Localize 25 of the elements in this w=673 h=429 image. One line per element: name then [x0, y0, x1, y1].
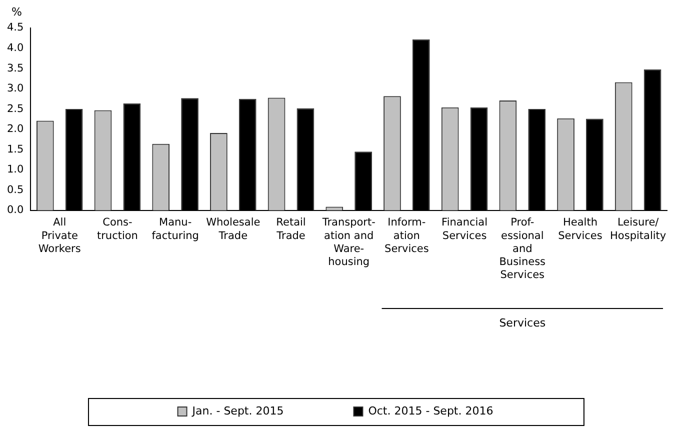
x-tick-label: Wholesale Trade [206, 216, 260, 242]
x-tick-label: Prof- essional and Business Services [499, 216, 546, 282]
y-axis-title: % [11, 5, 22, 18]
x-tick-label: Inform- ation Services [384, 216, 429, 255]
text: Services [499, 316, 546, 330]
y-tick-label: 3.0 [6, 82, 24, 95]
y-tick-label: 1.0 [6, 164, 24, 176]
legend-label: Jan. - Sept. 2015 [191, 404, 284, 418]
x-tick-label: Manu- facturing [152, 216, 199, 242]
x-tick-label: All Private Workers [38, 216, 81, 255]
x-tick-label: Leisure/ Hospitality [610, 216, 666, 242]
y-tick-label: 4.5 [6, 22, 24, 34]
x-tick-label: Financial Services [442, 216, 488, 242]
y-tick-label: 4.0 [6, 42, 24, 54]
y-tick-label: 0.0 [6, 204, 24, 216]
legend-label: Oct. 2015 - Sept. 2016 [368, 404, 494, 418]
y-tick-label: 0.5 [6, 184, 24, 196]
y-tick-label: 2.5 [6, 102, 24, 115]
x-tick-label: Retail Trade [276, 216, 306, 242]
x-tick-label: Transport- ation and Ware- housing [321, 216, 376, 268]
y-tick-label: 2.0 [6, 123, 24, 136]
y-tick-label: 3.5 [6, 62, 24, 74]
x-tick-label: Health Services [558, 216, 602, 242]
x-tick-label: Cons- truction [96, 216, 138, 242]
y-tick-label: 1.5 [6, 143, 24, 156]
